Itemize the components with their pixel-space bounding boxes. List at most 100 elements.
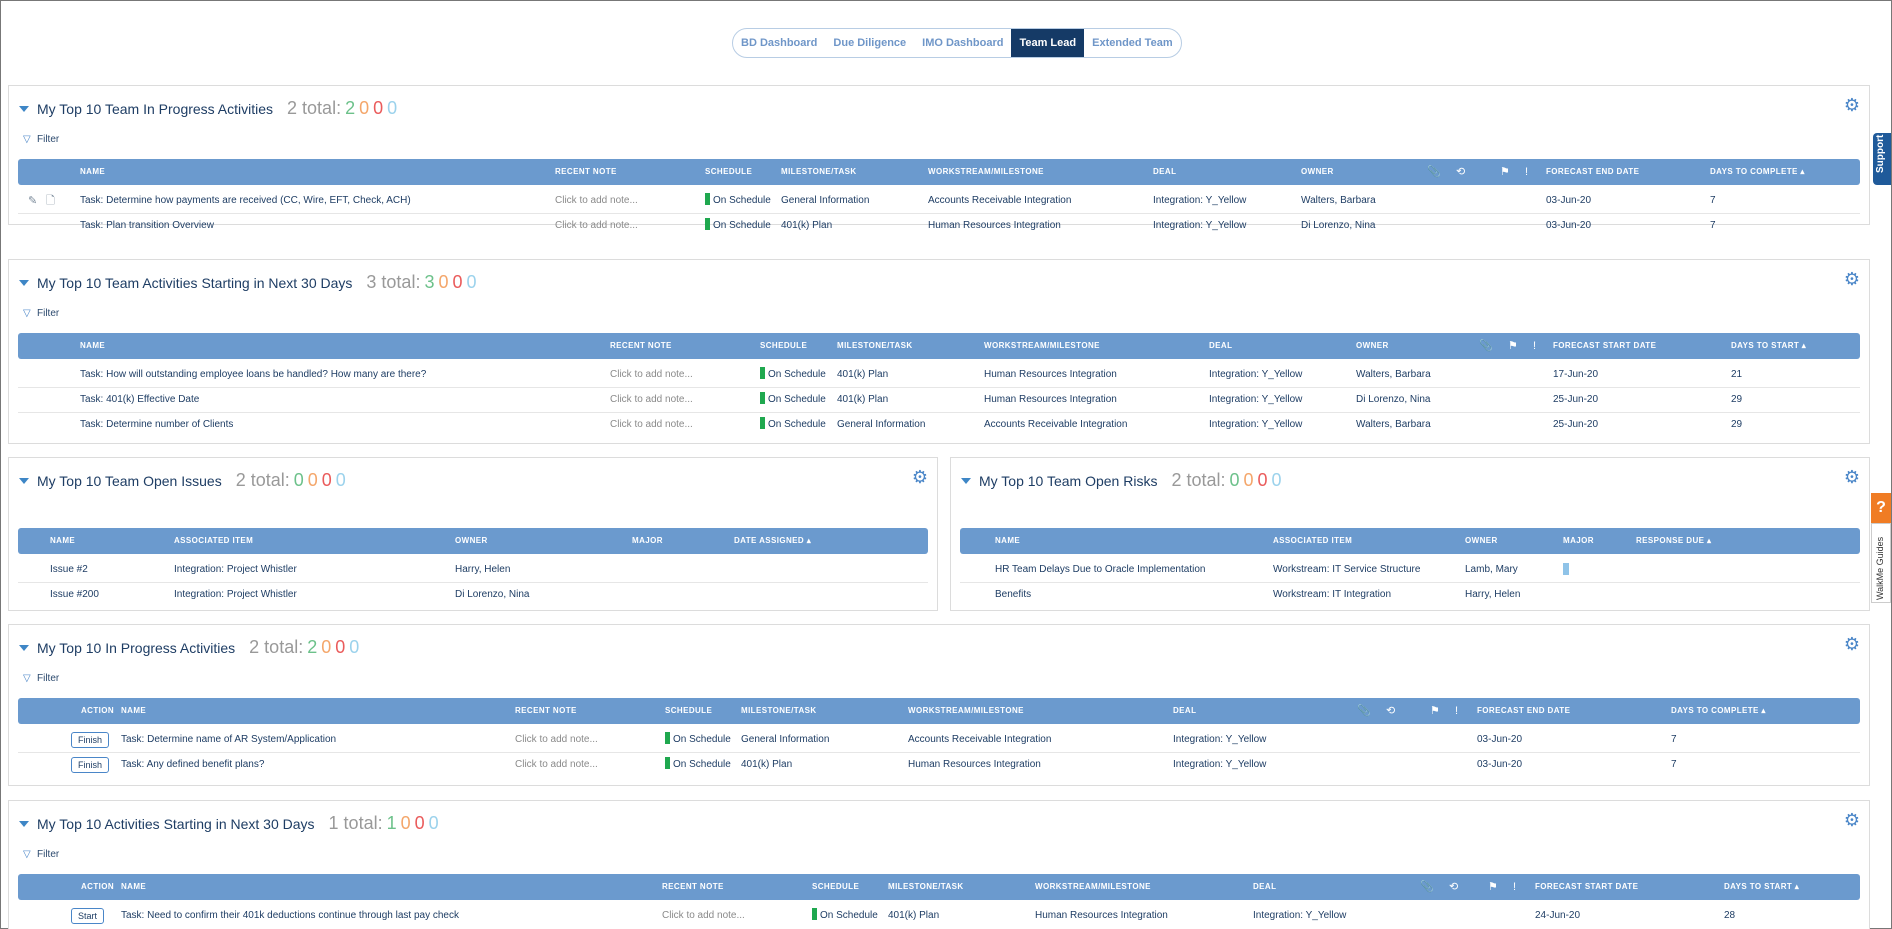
col-date-assigned[interactable]: DATE ASSIGNED ▴ <box>734 536 812 545</box>
milestone-link[interactable]: 401(k) Plan <box>888 910 940 921</box>
walkme-guides-tab[interactable]: WalkMe Guides <box>1871 523 1891 603</box>
attachment-icon[interactable]: 📎 <box>1479 340 1493 352</box>
task-name-link[interactable]: Task: How will outstanding employee loan… <box>80 369 427 380</box>
col-workstream[interactable]: WORKSTREAM/MILESTONE <box>908 706 1024 715</box>
deal-link[interactable]: Integration: Y_Yellow <box>1173 734 1267 745</box>
priority-icon[interactable]: ! <box>1513 881 1517 893</box>
col-schedule[interactable]: SCHEDULE <box>812 882 860 891</box>
settings-gear-icon[interactable]: ⚙ <box>1843 810 1861 830</box>
settings-gear-icon[interactable]: ⚙ <box>1843 467 1861 487</box>
recurring-icon[interactable]: ⟲ <box>1386 705 1396 717</box>
task-name-link[interactable]: Task: Determine how payments are receive… <box>80 195 411 206</box>
col-name[interactable]: NAME <box>80 341 106 350</box>
owner-link[interactable]: Di Lorenzo, Nina <box>455 589 530 600</box>
workstream-link[interactable]: Accounts Receivable Integration <box>908 734 1052 745</box>
document-icon[interactable]: 🗋 <box>46 195 55 207</box>
col-days-start[interactable]: DAYS TO START ▴ <box>1731 341 1807 350</box>
filter-button[interactable]: ▽ Filter <box>23 134 59 145</box>
note-field[interactable]: Click to add note... <box>610 394 693 405</box>
owner-link[interactable]: Lamb, Mary <box>1465 564 1518 575</box>
attachment-icon[interactable]: 📎 <box>1427 166 1441 178</box>
owner-link[interactable]: Harry, Helen <box>455 564 511 575</box>
task-name-link[interactable]: Task: Determine number of Clients <box>80 419 234 430</box>
col-major[interactable]: MAJOR <box>1563 536 1594 545</box>
workstream-link[interactable]: Human Resources Integration <box>984 369 1117 380</box>
note-field[interactable]: Click to add note... <box>662 910 745 921</box>
filter-button[interactable]: ▽ Filter <box>23 849 59 860</box>
deal-link[interactable]: Integration: Y_Yellow <box>1209 419 1303 430</box>
edit-pencil-icon[interactable]: ✎ <box>28 195 38 207</box>
tab-bd-dashboard[interactable]: BD Dashboard <box>741 37 818 49</box>
risk-link[interactable]: HR Team Delays Due to Oracle Implementat… <box>995 564 1206 575</box>
task-name-link[interactable]: Task: Plan transition Overview <box>80 220 214 231</box>
issue-link[interactable]: Issue #2 <box>50 564 88 575</box>
workstream-link[interactable]: Accounts Receivable Integration <box>928 195 1072 206</box>
col-forecast-end[interactable]: FORECAST END DATE <box>1546 167 1640 176</box>
col-workstream[interactable]: WORKSTREAM/MILESTONE <box>984 341 1100 350</box>
filter-button[interactable]: ▽ Filter <box>23 673 59 684</box>
col-deal[interactable]: DEAL <box>1173 706 1197 715</box>
recurring-icon[interactable]: ⟲ <box>1449 881 1459 893</box>
table-row[interactable]: Benefits Workstream: IT Integration Harr… <box>960 584 1860 608</box>
col-owner[interactable]: OWNER <box>1465 536 1498 545</box>
associated-item-link[interactable]: Integration: Project Whistler <box>174 564 297 575</box>
collapse-caret-icon[interactable] <box>19 106 29 112</box>
milestone-link[interactable]: General Information <box>781 195 870 206</box>
col-milestone-task[interactable]: MILESTONE/TASK <box>837 341 913 350</box>
table-row[interactable]: HR Team Delays Due to Oracle Implementat… <box>960 559 1860 583</box>
col-recent-note[interactable]: RECENT NOTE <box>515 706 577 715</box>
col-recent-note[interactable]: RECENT NOTE <box>555 167 617 176</box>
flag-icon[interactable]: ⚑ <box>1500 166 1510 178</box>
deal-link[interactable]: Integration: Y_Yellow <box>1209 394 1303 405</box>
milestone-link[interactable]: 401(k) Plan <box>837 369 889 380</box>
collapse-caret-icon[interactable] <box>19 280 29 286</box>
tab-due-diligence[interactable]: Due Diligence <box>833 37 907 49</box>
owner-link[interactable]: Harry, Helen <box>1465 589 1521 600</box>
tab-imo-dashboard[interactable]: IMO Dashboard <box>922 37 1004 49</box>
col-owner[interactable]: OWNER <box>455 536 488 545</box>
flag-icon[interactable]: ⚑ <box>1508 340 1518 352</box>
col-action[interactable]: ACTION <box>81 882 115 891</box>
task-name-link[interactable]: Task: Need to confirm their 401k deducti… <box>121 910 459 921</box>
finish-button[interactable]: Finish <box>71 732 110 748</box>
col-forecast-end[interactable]: FORECAST END DATE <box>1477 706 1571 715</box>
col-recent-note[interactable]: RECENT NOTE <box>610 341 672 350</box>
col-days-start[interactable]: DAYS TO START ▴ <box>1724 882 1800 891</box>
start-button[interactable]: Start <box>71 908 105 924</box>
deal-link[interactable]: Integration: Y_Yellow <box>1153 195 1247 206</box>
col-forecast-start[interactable]: FORECAST START DATE <box>1535 882 1639 891</box>
attachment-icon[interactable]: 📎 <box>1357 705 1371 717</box>
table-row[interactable]: Task: 401(k) Effective Date Click to add… <box>18 389 1860 413</box>
col-schedule[interactable]: SCHEDULE <box>665 706 713 715</box>
note-field[interactable]: Click to add note... <box>515 734 598 745</box>
owner-link[interactable]: Walters, Barbara <box>1301 195 1376 206</box>
workstream-link[interactable]: Human Resources Integration <box>928 220 1061 231</box>
col-workstream[interactable]: WORKSTREAM/MILESTONE <box>1035 882 1151 891</box>
milestone-link[interactable]: 401(k) Plan <box>781 220 833 231</box>
col-recent-note[interactable]: RECENT NOTE <box>662 882 724 891</box>
task-name-link[interactable]: Task: Any defined benefit plans? <box>121 759 265 770</box>
col-owner[interactable]: OWNER <box>1301 167 1334 176</box>
col-associated-item[interactable]: ASSOCIATED ITEM <box>1273 536 1353 545</box>
owner-link[interactable]: Di Lorenzo, Nina <box>1301 220 1376 231</box>
collapse-caret-icon[interactable] <box>19 478 29 484</box>
settings-gear-icon[interactable]: ⚙ <box>1843 634 1861 654</box>
filter-button[interactable]: ▽ Filter <box>23 308 59 319</box>
associated-item-link[interactable]: Workstream: IT Integration <box>1273 589 1392 600</box>
table-row[interactable]: Task: How will outstanding employee loan… <box>18 364 1860 388</box>
col-days-complete[interactable]: DAYS TO COMPLETE ▴ <box>1710 167 1805 176</box>
collapse-caret-icon[interactable] <box>19 645 29 651</box>
workstream-link[interactable]: Human Resources Integration <box>908 759 1041 770</box>
note-field[interactable]: Click to add note... <box>515 759 598 770</box>
deal-link[interactable]: Integration: Y_Yellow <box>1209 369 1303 380</box>
table-row[interactable]: Finish Task: Determine name of AR System… <box>18 729 1860 753</box>
col-deal[interactable]: DEAL <box>1253 882 1277 891</box>
issue-link[interactable]: Issue #200 <box>50 589 99 600</box>
milestone-link[interactable]: General Information <box>741 734 830 745</box>
col-associated-item[interactable]: ASSOCIATED ITEM <box>174 536 254 545</box>
col-days-complete[interactable]: DAYS TO COMPLETE ▴ <box>1671 706 1766 715</box>
table-row[interactable]: ✎ 🗋 Task: Determine how payments are rec… <box>18 190 1860 214</box>
col-schedule[interactable]: SCHEDULE <box>760 341 808 350</box>
task-name-link[interactable]: Task: Determine name of AR System/Applic… <box>121 734 337 745</box>
finish-button[interactable]: Finish <box>71 757 110 773</box>
